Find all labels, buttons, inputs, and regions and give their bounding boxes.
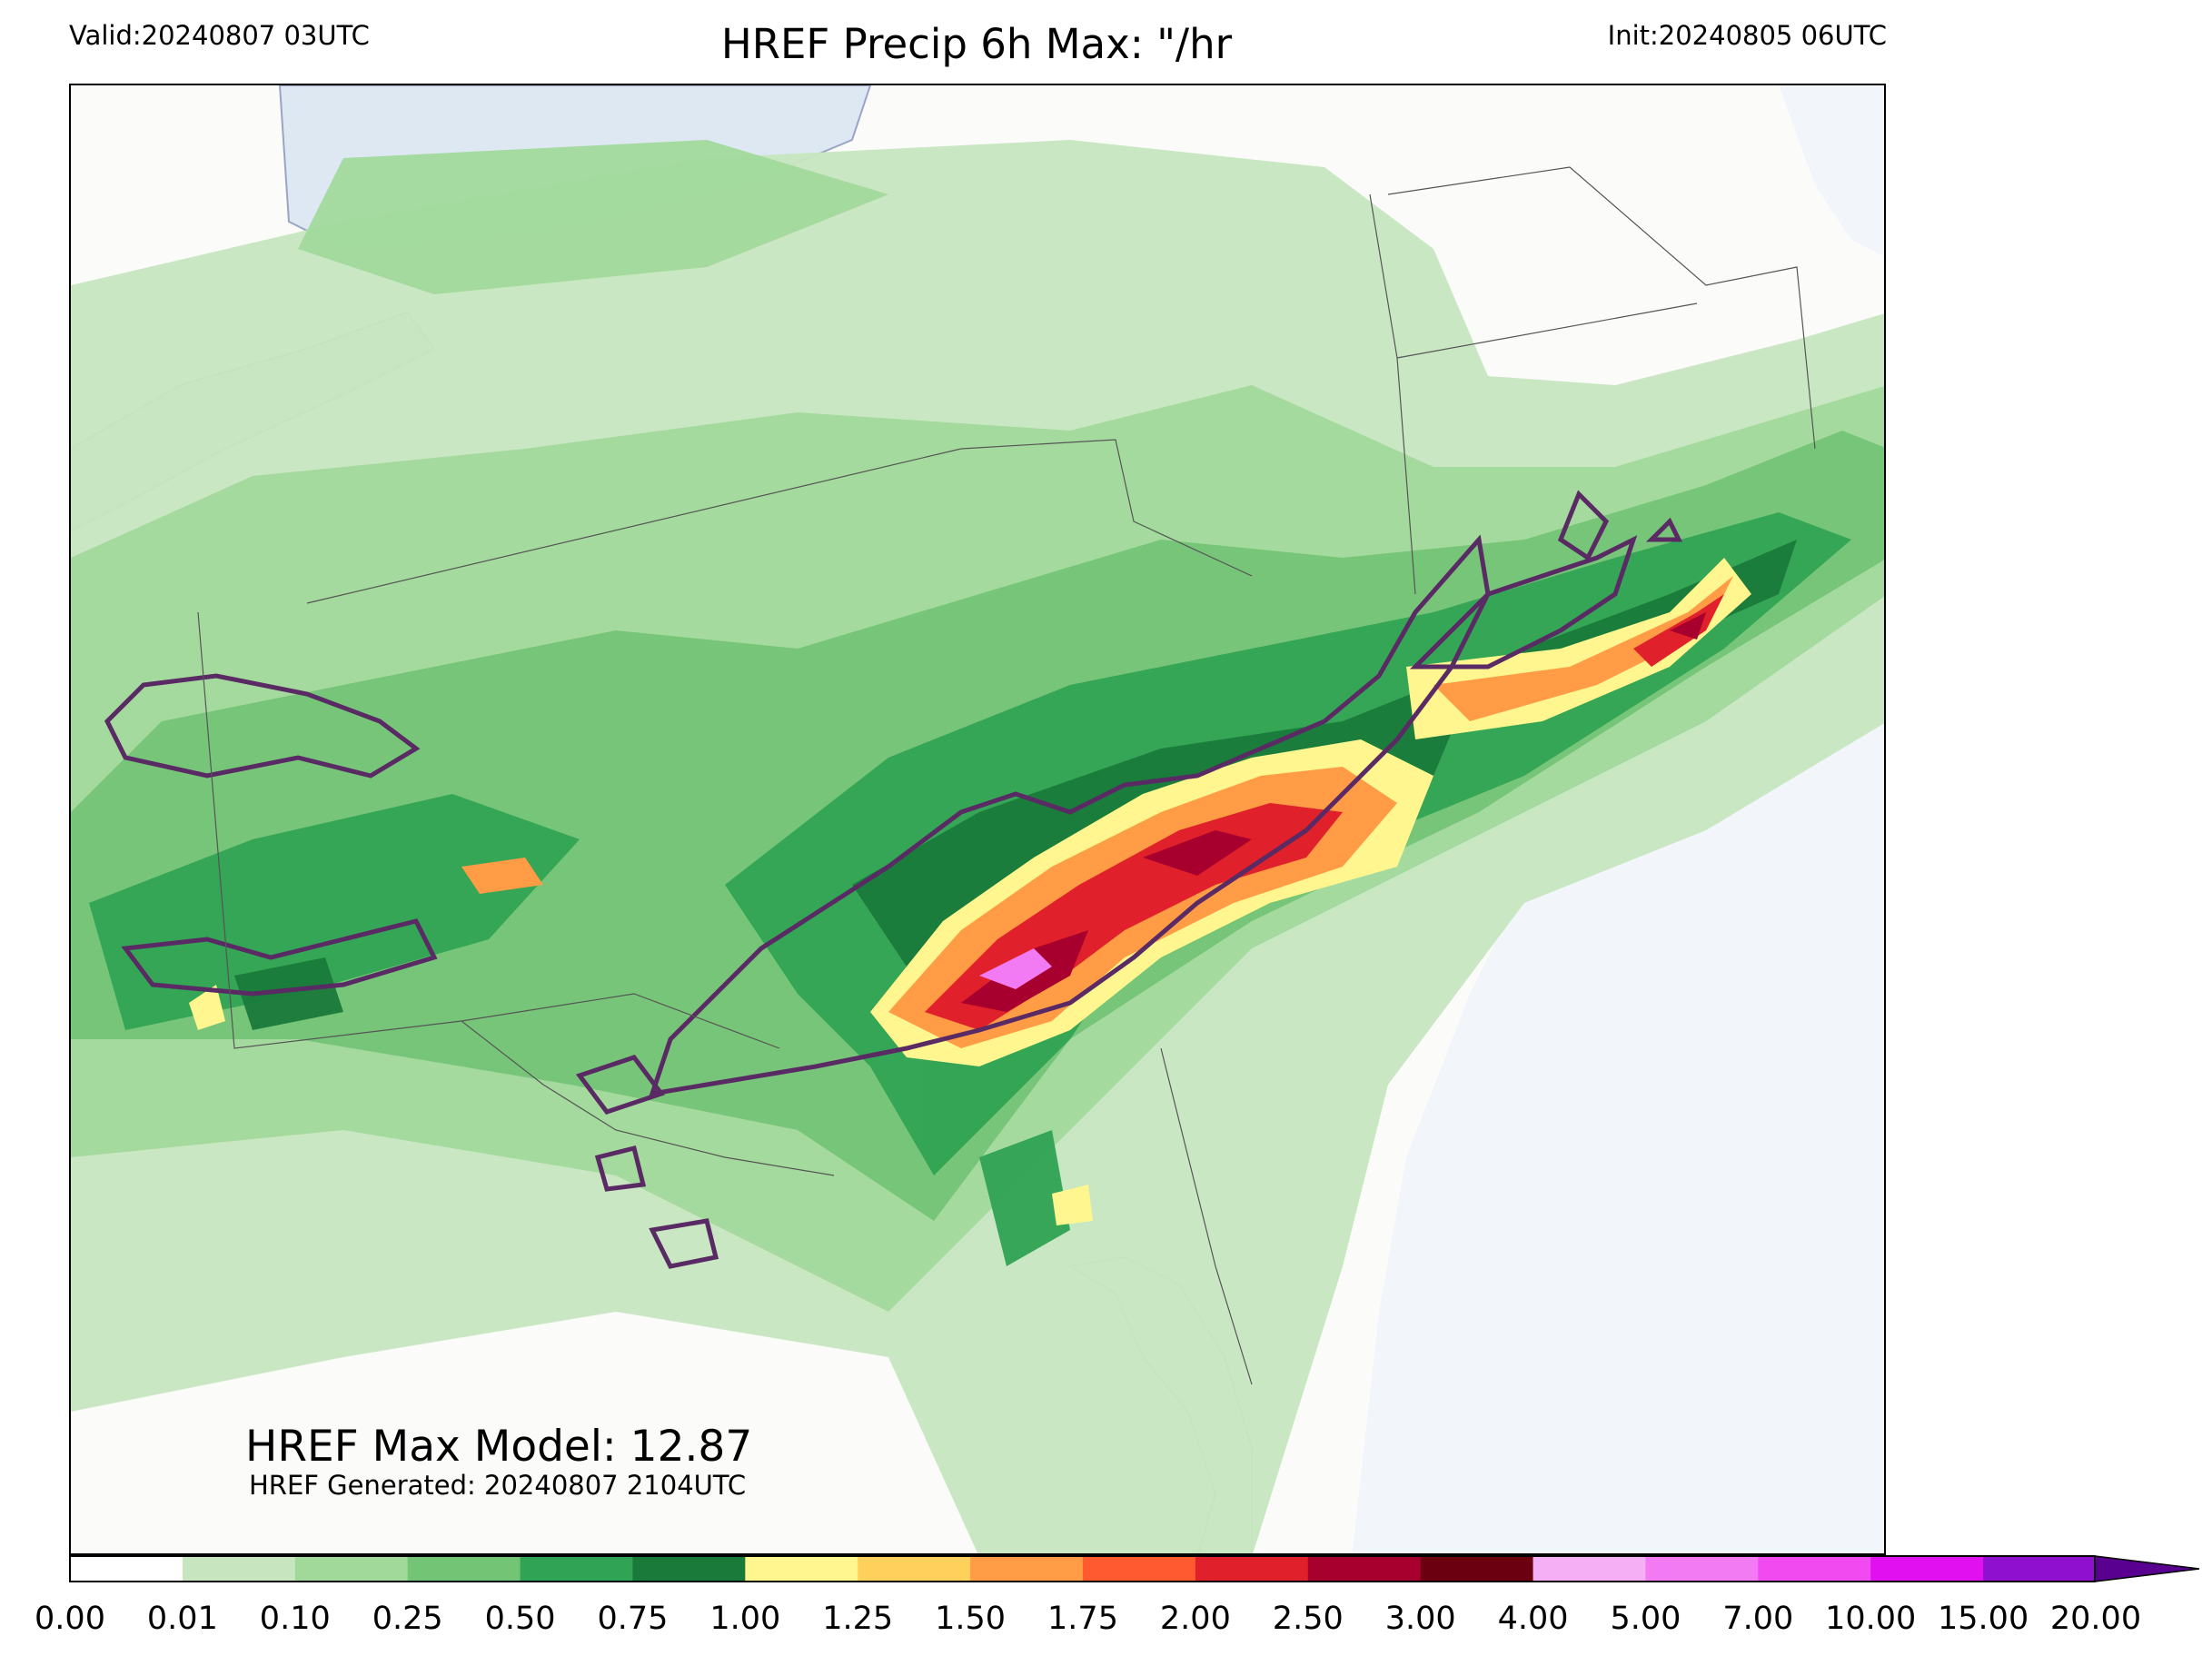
atlantic-ocean <box>1352 722 1884 1553</box>
chart-title: HREF Precip 6h Max: "/hr <box>720 20 1233 68</box>
colorbar-tick-label: 1.00 <box>709 1601 781 1637</box>
colorbar-cell <box>970 1556 1084 1582</box>
colorbar-cell <box>1195 1556 1309 1582</box>
colorbar-extend-arrow <box>2094 1555 2200 1582</box>
colorbar-frame <box>69 1555 2096 1582</box>
colorbar-cell <box>1420 1556 1534 1582</box>
colorbar-tick-label: 7.00 <box>1722 1601 1794 1637</box>
map-canvas <box>71 85 1884 1553</box>
colorbar-tick-label: 0.01 <box>146 1601 218 1637</box>
colorbar-cell <box>407 1556 521 1582</box>
colorbar-cell <box>520 1556 633 1582</box>
colorbar-tick-label: 0.10 <box>259 1601 331 1637</box>
colorbar-tick-label: 4.00 <box>1497 1601 1569 1637</box>
colorbar-cell <box>1870 1556 1984 1582</box>
colorbar-cell <box>1083 1556 1196 1582</box>
precip-500 <box>979 948 1052 989</box>
colorbar-tick-label: 15.00 <box>1938 1601 2029 1637</box>
colorbar-cell <box>1645 1556 1759 1582</box>
generated-time-label: HREF Generated: 20240807 2104UTC <box>249 1470 747 1501</box>
colorbar-cell <box>70 1556 184 1582</box>
colorbar-cell <box>294 1556 409 1582</box>
colorbar-cell <box>632 1556 746 1582</box>
colorbar-cell <box>182 1556 296 1582</box>
colorbar-tick-label: 1.50 <box>935 1601 1007 1637</box>
init-time-label: Init:20240805 06UTC <box>1607 20 1887 51</box>
colorbar-cell <box>1533 1556 1646 1582</box>
colorbar-cell <box>1758 1556 1871 1582</box>
colorbar-cell <box>1983 1556 2097 1582</box>
colorbar-tick-label: 20.00 <box>2049 1601 2142 1637</box>
state-boundaries <box>197 166 1816 1385</box>
colorbar-tick-label: 3.00 <box>1384 1601 1456 1637</box>
colorbar <box>69 1555 2200 1582</box>
colorbar-tick-label: 0.25 <box>372 1601 443 1637</box>
colorbar-tick-label: 2.00 <box>1159 1601 1231 1637</box>
colorbar-tick-label: 0.75 <box>597 1601 669 1637</box>
colorbar-cell <box>1307 1556 1422 1582</box>
colorbar-cells <box>70 1556 2097 1582</box>
max-model-label: HREF Max Model: 12.87 <box>245 1422 753 1472</box>
colorbar-tick-label: 1.25 <box>822 1601 894 1637</box>
colorbar-tick-label: 0.00 <box>35 1601 105 1637</box>
colorbar-cell <box>858 1556 971 1582</box>
valid-time-label: Valid:20240807 03UTC <box>69 20 370 51</box>
atlantic-ocean-ne <box>1779 85 1884 256</box>
colorbar-tick-label: 5.00 <box>1610 1601 1681 1637</box>
precip-map <box>69 84 1886 1555</box>
colorbar-tick-label: 2.50 <box>1272 1601 1344 1637</box>
probability-contours <box>104 490 1683 1269</box>
colorbar-tick-label: 10.00 <box>1825 1601 1917 1637</box>
colorbar-tick-label: 0.50 <box>484 1601 556 1637</box>
colorbar-tick-label: 1.75 <box>1047 1601 1118 1637</box>
colorbar-cell <box>745 1556 858 1582</box>
